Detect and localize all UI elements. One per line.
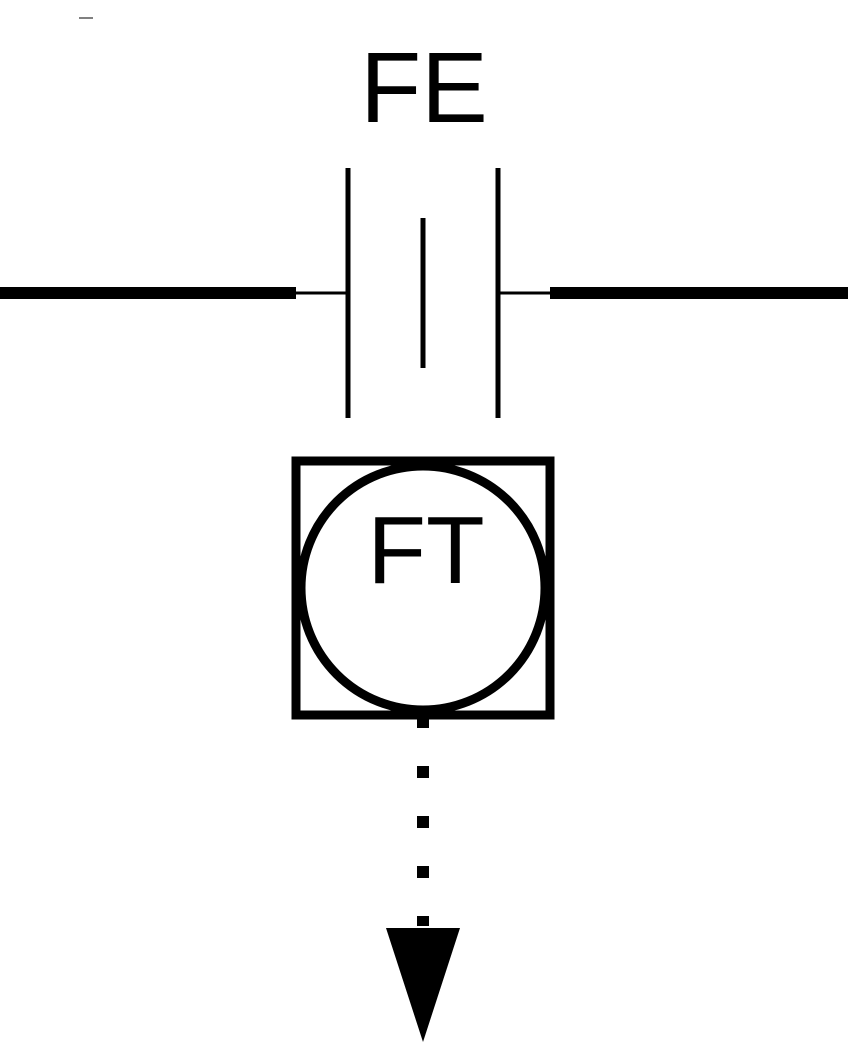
flow-transmitter-label: FT xyxy=(367,497,484,604)
flow-element-label: FE xyxy=(360,32,488,144)
orifice-plate-symbol xyxy=(345,168,501,418)
transmitter-square xyxy=(291,456,555,720)
signal-arrowhead xyxy=(386,928,460,1042)
flow-transmitter-symbol: FT xyxy=(291,456,555,720)
transmitter-circle xyxy=(296,461,550,715)
